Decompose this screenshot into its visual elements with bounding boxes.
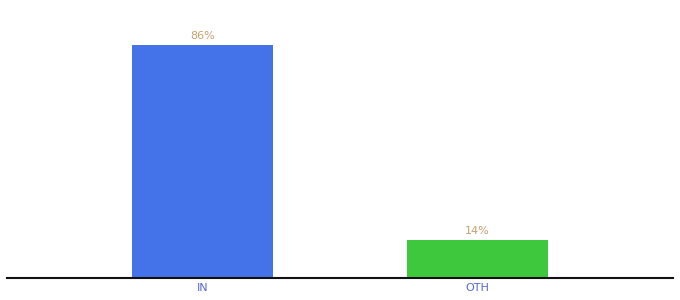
Bar bbox=[407, 240, 547, 278]
Text: 14%: 14% bbox=[464, 226, 490, 236]
Bar bbox=[133, 45, 273, 278]
Text: 86%: 86% bbox=[190, 31, 216, 41]
